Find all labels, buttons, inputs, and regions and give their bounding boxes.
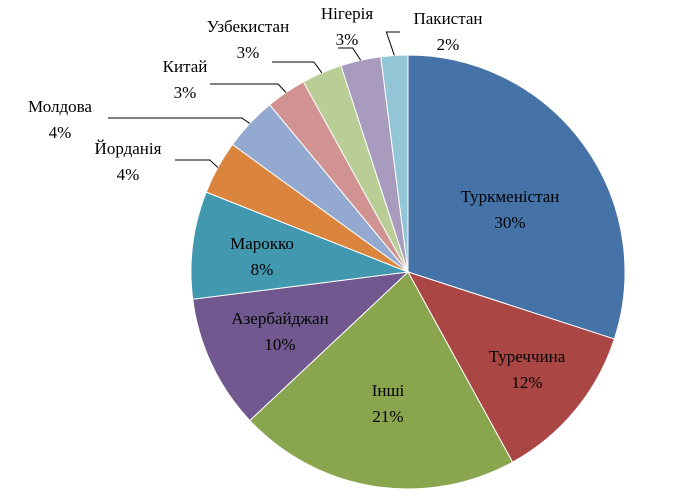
slice-value-label: 8% — [251, 260, 274, 279]
slice-label: Азербайджан — [231, 309, 328, 328]
slice-label: Інші — [372, 381, 405, 400]
pie-slice — [407, 54, 626, 340]
slice-value-label: 4% — [117, 165, 140, 184]
slice-label: Туркменістан — [461, 187, 560, 206]
leader-line — [385, 31, 400, 56]
slice-label: Йорданія — [95, 139, 162, 158]
slice-label: Туреччина — [489, 347, 566, 366]
slice-value-label: 12% — [511, 373, 542, 392]
leader-line — [272, 61, 323, 74]
leader-line — [338, 47, 362, 61]
leader-line — [210, 83, 287, 93]
pie-slice — [192, 271, 410, 422]
slice-value-label: 10% — [264, 335, 295, 354]
leader-line — [108, 117, 251, 124]
slice-value-label: 4% — [49, 123, 72, 142]
pie-slice — [380, 54, 409, 273]
slice-label: Молдова — [28, 97, 92, 116]
slice-value-label: 30% — [494, 213, 525, 232]
pie-slice — [190, 191, 409, 300]
slice-label: Марокко — [230, 234, 294, 253]
pie-slice — [249, 271, 514, 490]
slice-value-label: 2% — [437, 35, 460, 54]
slice-label: Нігерія — [321, 4, 374, 23]
slice-value-label: 3% — [237, 43, 260, 62]
slice-label: Узбекистан — [207, 17, 289, 36]
slice-label: Пакистан — [413, 9, 482, 28]
slice-value-label: 3% — [336, 30, 359, 49]
slice-label: Китай — [163, 57, 208, 76]
pie-slice — [406, 271, 616, 463]
leader-line — [175, 159, 219, 168]
slice-value-label: 3% — [174, 83, 197, 102]
slice-value-label: 21% — [372, 407, 403, 426]
